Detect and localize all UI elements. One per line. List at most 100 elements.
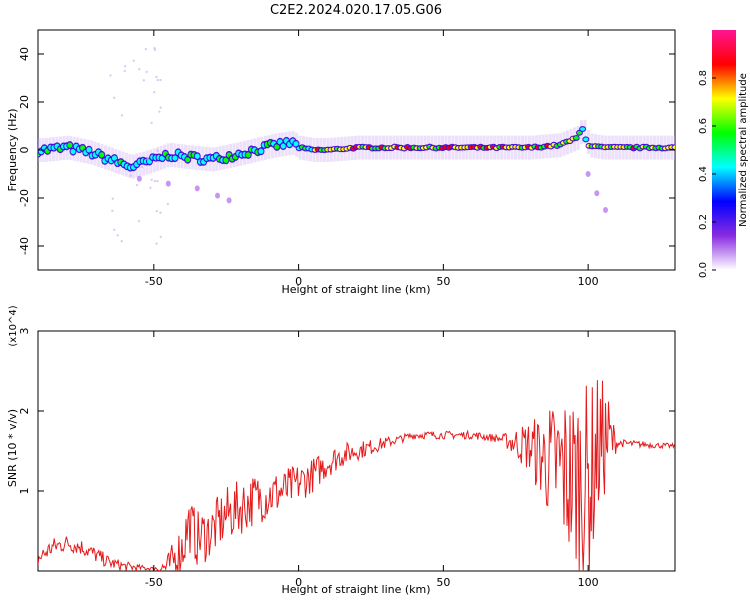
- spectral-band-cell: [583, 119, 587, 144]
- snr-y-axis-label: SNR (10 * v/v): [6, 409, 19, 487]
- spectral-noise-dot: [150, 121, 153, 125]
- spectral-secondary-point: [136, 175, 142, 182]
- y-tick-label: -40: [18, 237, 31, 255]
- spectral-secondary-point: [165, 180, 171, 187]
- spectral-ridge-point: [258, 148, 264, 154]
- spectral-ridge-point: [185, 157, 191, 163]
- spectral-noise-dot: [137, 219, 141, 223]
- spectral-ridge-point: [86, 147, 92, 153]
- spectral-noise-dot: [159, 235, 162, 239]
- colorbar-tick-label: 0.4: [698, 166, 709, 182]
- spectral-noise-dot: [152, 91, 156, 94]
- spectrogram-x-axis-label: Height of straight line (km): [281, 283, 430, 296]
- x-tick-label: -50: [145, 275, 163, 288]
- spectrogram-y-axis-label: Frequency (Hz): [6, 109, 19, 192]
- spectral-ridge-point: [194, 153, 200, 159]
- spectral-ridge-point: [293, 141, 299, 147]
- spectral-noise-dot: [138, 67, 141, 71]
- spectral-noise-dot: [135, 183, 139, 187]
- spectrogram-panel: -50 0 50 100 40 20 0 -20 -40 Height of straight …: [6, 29, 676, 296]
- spectral-noise-dot: [159, 78, 162, 82]
- spectral-ridge-point: [583, 137, 589, 142]
- spectral-noise-dot: [158, 110, 161, 113]
- spectral-ridge-point: [67, 142, 73, 148]
- x-tick-label: 0: [295, 275, 302, 288]
- x-tick-label: -50: [145, 576, 163, 589]
- colorbar-tick-label: 0.2: [698, 214, 709, 230]
- spectral-noise-dot: [109, 74, 112, 77]
- spectral-noise-dot: [153, 46, 156, 50]
- x-tick-label: 100: [578, 275, 599, 288]
- spectral-noise-dot: [120, 114, 124, 117]
- spectrogram-axes: -50 0 50 100 40 20 0 -20 -40: [18, 30, 675, 288]
- y-tick-label: 1: [18, 488, 31, 495]
- x-tick-label: 50: [436, 576, 450, 589]
- spectral-ridge-point: [576, 131, 582, 135]
- y-tick-label: 3: [18, 328, 31, 335]
- spectral-noise-dot: [159, 106, 162, 109]
- spectral-noise-dot: [149, 186, 152, 189]
- spectral-noise-dot: [132, 59, 135, 62]
- spectral-noise-dot: [123, 64, 127, 68]
- colorbar-tick-label: 0.0: [698, 262, 709, 278]
- spectral-noise-dot: [129, 174, 133, 177]
- spectral-noise-dot: [111, 209, 114, 212]
- spectral-noise-dot: [155, 75, 158, 79]
- spectral-secondary-point: [603, 207, 609, 213]
- spectral-secondary-point: [594, 190, 600, 197]
- snr-series-line: [38, 380, 675, 571]
- colorbar-tick-label: 0.6: [698, 118, 709, 134]
- spectral-ridge-point: [245, 152, 251, 158]
- spectral-noise-dot: [153, 179, 157, 183]
- y-tick-label: -20: [18, 189, 31, 207]
- spectral-noise-dot: [156, 149, 159, 152]
- spectral-noise-dot: [156, 78, 160, 82]
- spectral-noise-dot: [156, 179, 159, 183]
- spectral-noise-dot: [146, 157, 149, 160]
- spectral-ridge-point: [580, 127, 586, 131]
- spectral-noise-dot: [166, 202, 170, 206]
- colorbar-label: Normalized spectral amplitude: [738, 73, 749, 227]
- spectral-noise-dot: [123, 69, 127, 73]
- spectral-noise-dot: [159, 211, 162, 214]
- y-tick-label: 20: [18, 95, 31, 109]
- snr-axes: -50 0 50 100 1 2 3: [18, 328, 675, 589]
- spectral-secondary-point: [215, 192, 221, 199]
- spectral-ridge-point: [70, 148, 76, 155]
- spectral-noise-dot: [116, 234, 119, 237]
- spectral-ridge-point: [172, 155, 178, 161]
- x-tick-label: 100: [578, 576, 599, 589]
- spectral-ridge-point: [280, 143, 286, 149]
- spectral-noise-dot: [144, 47, 148, 51]
- spectral-band-cell: [586, 129, 590, 154]
- spectral-noise-dot: [112, 96, 116, 99]
- x-tick-label: 50: [436, 275, 450, 288]
- x-tick-label: 0: [295, 576, 302, 589]
- spectral-noise-dot: [113, 228, 116, 232]
- spectral-noise-dot: [150, 178, 153, 182]
- spectral-ridge-point: [672, 145, 675, 150]
- y-tick-label: 40: [18, 47, 31, 61]
- spectral-ridge-point: [274, 144, 280, 150]
- y-tick-label: 0: [18, 147, 31, 154]
- spectral-noise-dot: [155, 209, 159, 213]
- spectral-noise-dot: [142, 79, 146, 82]
- colorbar-ticks: 0.0 0.2 0.4 0.6 0.8: [698, 70, 716, 278]
- snr-panel: -50 0 50 100 1 2 3 Height of straight line (km…: [6, 305, 676, 596]
- spectral-secondary-point: [585, 171, 591, 177]
- spectrogram-frame: [37, 29, 676, 271]
- spectral-noise-dot: [140, 165, 144, 169]
- spectral-secondary-point: [226, 197, 232, 204]
- spectral-ridge-point: [111, 155, 117, 161]
- snr-x-axis-label: Height of straight line (km): [281, 583, 430, 596]
- colorbar-tick-label: 0.8: [698, 70, 709, 86]
- colorbar-strip: [712, 30, 736, 270]
- spectral-secondary-point: [194, 185, 200, 192]
- spectral-noise-dot: [155, 242, 158, 245]
- spectral-noise-dot: [120, 240, 123, 243]
- y-tick-label: 2: [18, 408, 31, 415]
- spectral-noise-dot: [145, 70, 148, 74]
- figure-title: C2E2.2024.020.17.05.G06: [270, 3, 442, 18]
- spectral-ridge-point: [99, 152, 105, 158]
